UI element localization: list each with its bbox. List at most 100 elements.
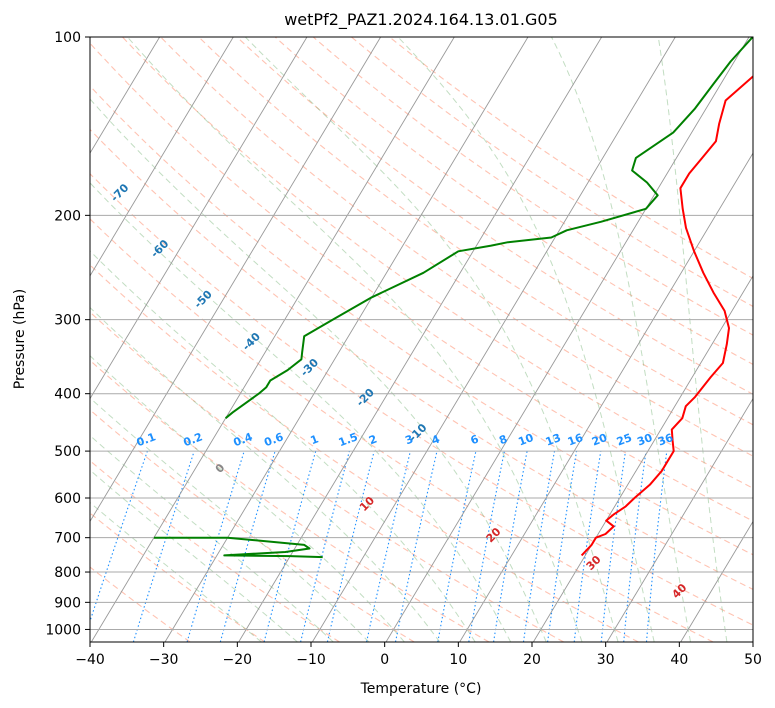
mixing-ratio-label: 16 [566, 431, 585, 449]
mixing-ratio-line [263, 450, 317, 642]
mixing-ratio-line [90, 450, 148, 623]
moist-adiabat-line [90, 98, 547, 642]
isotherm-line [606, 397, 753, 642]
mixing-ratio-line [437, 450, 477, 642]
x-tick-label: 10 [449, 652, 467, 668]
isotherm-line [680, 520, 753, 642]
mixing-ratio-line [186, 450, 245, 642]
dry-adiabat-line [90, 85, 753, 556]
x-tick-label: −10 [296, 652, 326, 668]
y-tick-label: 200 [54, 208, 81, 224]
dry-adiabat-line [90, 42, 753, 522]
isotherm-line [90, 37, 455, 642]
mixing-ratio-label: 13 [544, 431, 563, 449]
mixing-ratio-label: 20 [590, 431, 609, 449]
y-tick-label: 800 [54, 565, 81, 581]
x-tick-label: 30 [597, 652, 615, 668]
moist-adiabat-line [657, 37, 728, 642]
dry-adiabat-line [90, 128, 753, 591]
x-tick-label: 20 [523, 652, 541, 668]
isotherm-line [459, 152, 753, 642]
y-tick-label: 500 [54, 444, 81, 460]
dry-adiabat-line [90, 264, 639, 642]
mixing-ratio-line [366, 450, 411, 642]
dry-adiabat-line [274, 37, 753, 365]
y-tick-label: 700 [54, 531, 81, 547]
dry-adiabat-line [198, 37, 753, 426]
plot-frame [89, 36, 754, 643]
mixing-ratio-label: 2 [367, 432, 379, 447]
y-tick-label: 1000 [45, 622, 81, 638]
dry-adiabat-line [90, 512, 266, 642]
x-axis: −40 −30 −20 −10 0 10 20 30 40 50 [75, 642, 762, 668]
dry-adiabat-line [351, 37, 753, 308]
y-tick-label: 300 [54, 313, 81, 329]
mixing-ratio-label: 30 [635, 431, 654, 449]
mixing-ratio-line [326, 450, 375, 642]
mixing-ratio-label: 10 [516, 431, 535, 449]
isotherm-line [90, 37, 161, 154]
dry-adiabat-line [160, 37, 753, 457]
moist-adiabat-line [127, 37, 583, 642]
dry-adiabat-line [312, 37, 753, 336]
moist-adiabat-line [90, 306, 441, 642]
mixing-ratio-label: 3 [403, 432, 415, 447]
mixing-ratio-line [493, 450, 528, 642]
x-tick-label: −30 [149, 652, 179, 668]
moist-adiabat-line [244, 37, 619, 642]
mixing-ratio-line [219, 450, 276, 642]
x-tick-label: 50 [744, 652, 762, 668]
isotherm-line [90, 37, 234, 277]
mixing-ratio-label: 36 [656, 431, 675, 449]
mixing-ratio-label: 0.2 [182, 430, 205, 449]
mixing-ratio-line [600, 451, 627, 642]
isotherm-line [385, 37, 750, 642]
mixing-ratio-label: 25 [615, 431, 634, 449]
mixing-ratio-line [132, 450, 195, 642]
moist-adiabat-line [90, 434, 334, 642]
y-axis-label: Pressure (hPa) [12, 289, 28, 389]
isotherm-line [90, 37, 382, 523]
x-tick-label: −40 [75, 652, 105, 668]
x-tick-label: 40 [670, 652, 688, 668]
y-tick-label: 600 [54, 491, 81, 507]
dry-adiabat-line [236, 37, 753, 395]
x-axis-label: Temperature (°C) [360, 681, 482, 697]
dry-adiabat-line [90, 218, 714, 642]
isotherm-line [90, 37, 308, 400]
mixing-ratio-line [522, 451, 556, 642]
mixing-ratio-line [468, 450, 505, 642]
isotherm-line [238, 37, 603, 642]
moist-adiabat-line [90, 250, 476, 642]
isotherm-line [164, 37, 529, 642]
profile-line [153, 536, 323, 559]
y-tick-label: 400 [54, 387, 81, 403]
background-lines [90, 37, 753, 642]
mixing-ratio-label: 1 [309, 432, 321, 447]
chart-title: wetPf2_PAZ1.2024.164.13.01.G05 [284, 10, 558, 30]
dry-adiabat-line [90, 359, 490, 642]
moist-adiabat-line [90, 355, 405, 642]
moist-adiabat-line [551, 37, 691, 642]
x-tick-label: 0 [380, 652, 389, 668]
moist-adiabat-line [90, 501, 262, 642]
mixing-ratio-line [394, 450, 438, 642]
mixing-ratio-label: 0.1 [135, 430, 158, 449]
x-tick-label: −20 [223, 652, 253, 668]
mixing-ratio-line [623, 451, 647, 642]
mixing-ratio-line [300, 450, 350, 642]
profile-line [580, 75, 753, 557]
y-tick-label: 900 [54, 595, 81, 611]
mixing-ratio-label: 1.5 [337, 430, 360, 449]
mixing-ratio-line [573, 451, 602, 642]
mixing-ratio-label: 8 [497, 432, 509, 447]
dry-adiabat-line [90, 173, 753, 626]
isotherm-line [311, 37, 676, 642]
dry-adiabat-line [122, 37, 753, 489]
series [153, 37, 753, 559]
y-axis: 100 200 300 400 500 600 700 800 900 1000 [45, 30, 90, 638]
profile-line [224, 37, 753, 419]
y-tick-label: 100 [54, 30, 81, 46]
